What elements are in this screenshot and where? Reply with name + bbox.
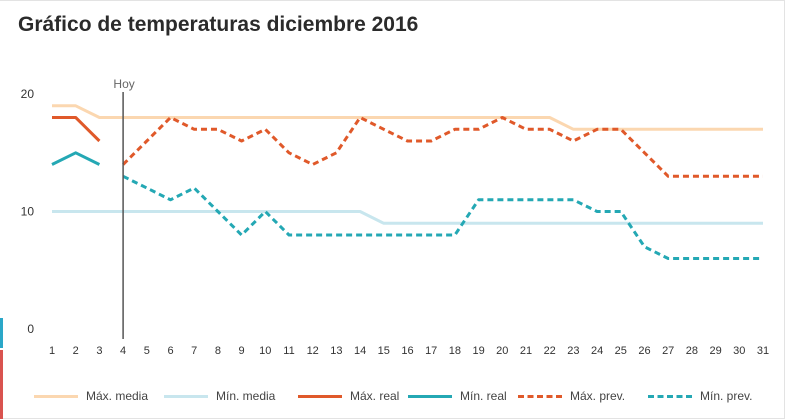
x-tick-label: 31 — [757, 345, 769, 357]
x-tick-label: 9 — [239, 345, 245, 357]
x-tick-label: 15 — [378, 345, 390, 357]
legend-item-max-prev: Máx. prev. — [518, 384, 625, 408]
x-tick-label: 8 — [215, 345, 221, 357]
legend-swatch — [408, 394, 452, 398]
legend-swatch — [518, 394, 562, 398]
x-tick-label: 13 — [330, 345, 342, 357]
x-tick-label: 14 — [354, 345, 366, 357]
x-tick-label: 27 — [662, 345, 674, 357]
legend-label: Mín. real — [460, 389, 507, 403]
x-tick-label: 25 — [615, 345, 627, 357]
x-tick-label: 29 — [709, 345, 721, 357]
left-edge-red-mark — [0, 350, 3, 419]
legend-swatch — [648, 394, 692, 398]
y-tick-label: 0 — [27, 322, 34, 336]
legend-swatch — [298, 394, 342, 398]
x-tick-label: 22 — [544, 345, 556, 357]
legend-item-min-media: Mín. media — [164, 384, 275, 408]
x-tick-label: 20 — [496, 345, 508, 357]
legend-item-min-real: Mín. real — [408, 384, 507, 408]
x-tick-label: 28 — [686, 345, 698, 357]
series-line-min-prev — [122, 174, 763, 260]
chart-legend: Máx. media Mín. media Máx. real Mín. real Má… — [0, 384, 786, 408]
x-tick-label: 21 — [520, 345, 532, 357]
today-marker: Hoy — [113, 77, 135, 339]
series-line-max-prev — [122, 116, 763, 178]
left-edge-blue-mark — [0, 318, 3, 348]
y-tick-label: 10 — [21, 205, 35, 219]
x-tick-label: 1 — [49, 345, 55, 357]
x-tick-label: 6 — [167, 345, 173, 357]
x-tick-label: 2 — [73, 345, 79, 357]
legend-label: Máx. prev. — [570, 389, 626, 403]
x-tick-label: 4 — [120, 345, 126, 357]
legend-swatch — [164, 394, 208, 398]
legend-item-max-real: Máx. real — [298, 384, 399, 408]
series-layer — [51, 104, 763, 260]
legend-label: Mín. prev. — [700, 389, 753, 403]
today-label: Hoy — [113, 77, 134, 91]
legend-item-max-media: Máx. media — [34, 384, 148, 408]
legend-label: Máx. media — [86, 389, 149, 403]
x-tick-label: 24 — [591, 345, 603, 357]
x-tick-label: 16 — [401, 345, 413, 357]
x-tick-label: 30 — [733, 345, 745, 357]
chart-title: Gráfico de temperaturas diciembre 2016 — [18, 13, 419, 36]
series-line-min-media — [52, 210, 763, 225]
series-line-max-real — [52, 116, 101, 143]
x-tick-label: 18 — [449, 345, 461, 357]
x-tick-label: 17 — [425, 345, 437, 357]
legend-swatch — [34, 394, 78, 398]
x-tick-label: 5 — [144, 345, 150, 357]
x-tick-label: 10 — [259, 345, 271, 357]
x-tick-label: 19 — [472, 345, 484, 357]
series-line-max-media — [52, 104, 763, 131]
series-line-min-real — [51, 151, 101, 166]
x-tick-label: 12 — [307, 345, 319, 357]
x-tick-label: 11 — [283, 345, 294, 357]
legend-label: Mín. media — [216, 389, 276, 403]
x-tick-label: 23 — [567, 345, 579, 357]
legend-item-min-prev: Mín. prev. — [648, 384, 752, 408]
x-tick-label: 26 — [638, 345, 650, 357]
x-tick-label: 3 — [96, 345, 102, 357]
legend-label: Máx. real — [350, 389, 400, 403]
x-tick-label: 7 — [191, 345, 197, 357]
y-tick-label: 20 — [21, 87, 35, 101]
